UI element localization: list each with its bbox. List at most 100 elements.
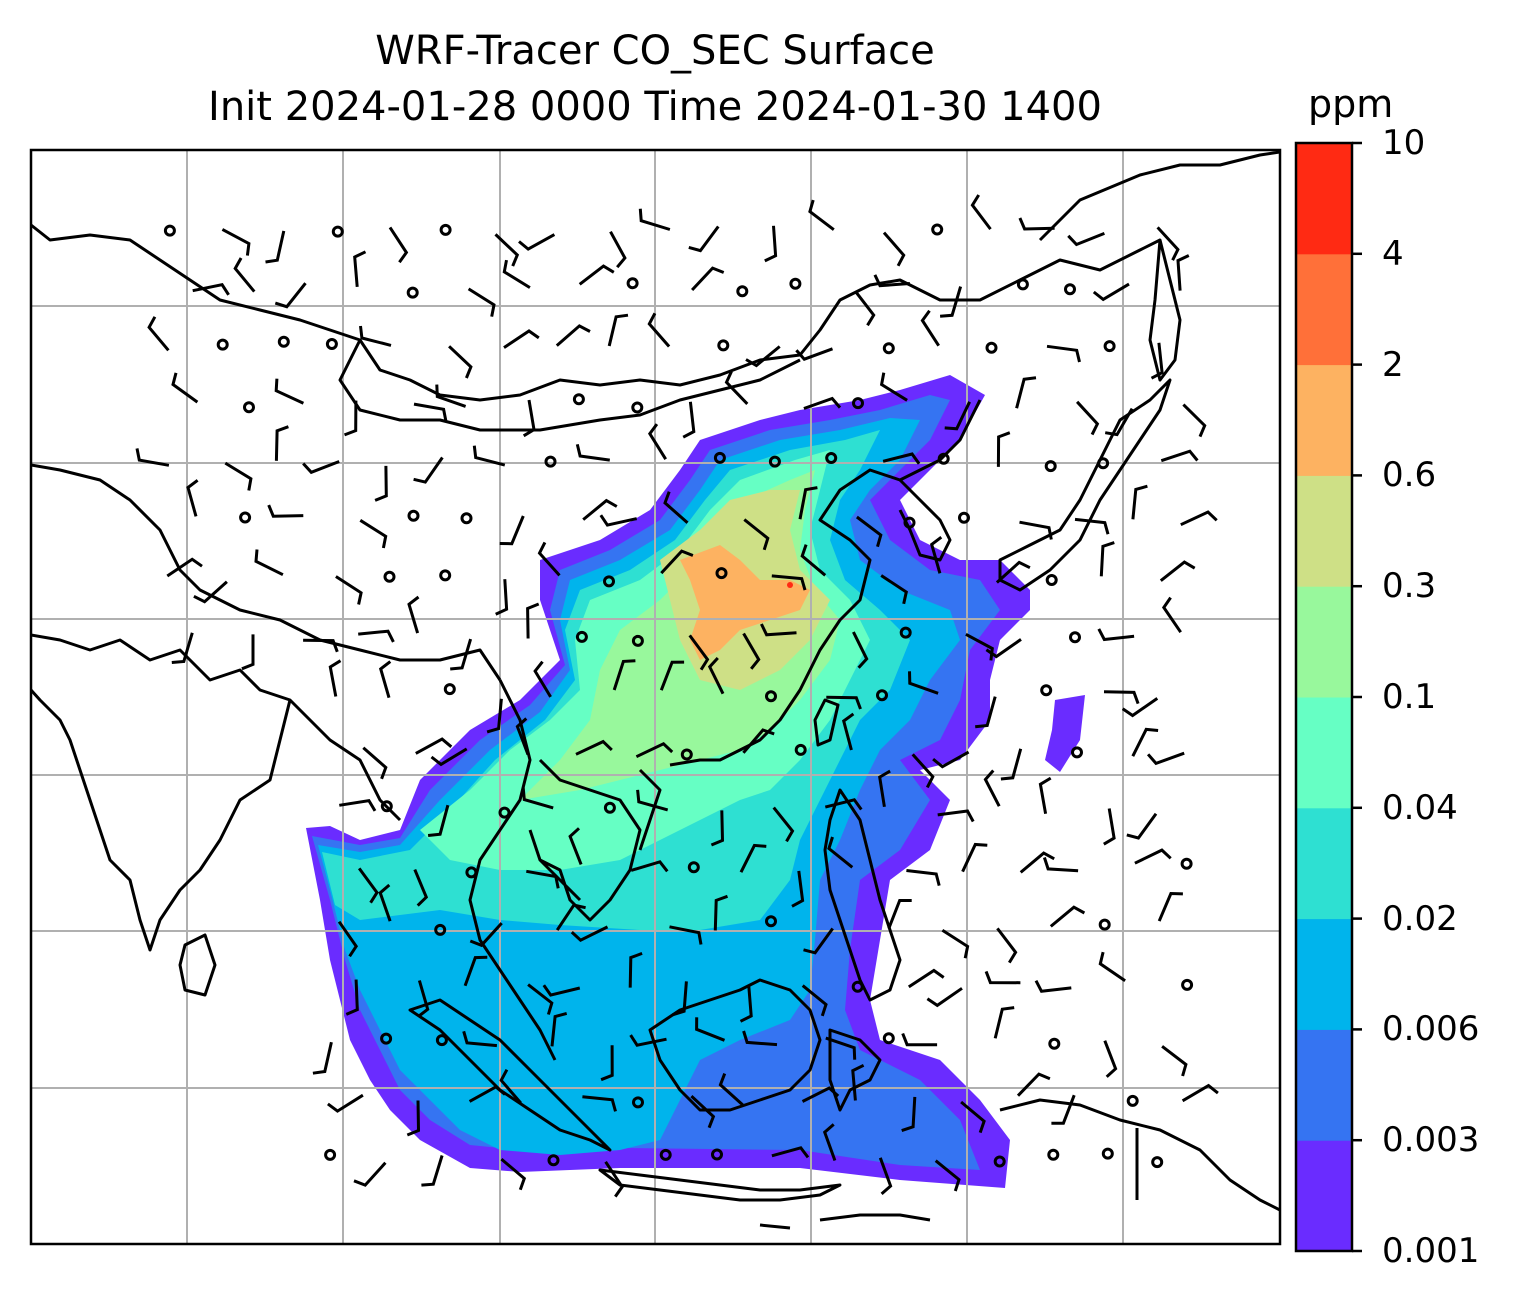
wind-barb	[882, 231, 906, 267]
calm-wind-circle	[765, 690, 777, 703]
wind-barb	[1097, 628, 1135, 642]
calm-wind-circle	[1064, 283, 1076, 296]
coastline-kuril	[1038, 150, 1280, 242]
coastline-taiwan	[813, 698, 840, 747]
calm-wind-circle	[547, 1154, 560, 1167]
wind-barb	[427, 804, 450, 837]
calm-wind-circle	[1044, 460, 1057, 473]
wind-barb	[526, 602, 540, 639]
wind-barb	[1181, 1083, 1219, 1103]
wind-barb	[647, 312, 671, 348]
wind-barb	[771, 574, 807, 591]
wind-barb	[267, 504, 304, 518]
wind-barb	[825, 1036, 857, 1060]
calm-wind-circle	[324, 1148, 337, 1161]
calm-wind-circle	[632, 1096, 644, 1109]
coastline-sakhalin	[1148, 238, 1182, 382]
coastline-sulawesi	[828, 1028, 882, 1112]
wind-barb	[803, 396, 842, 410]
wind-barb	[772, 806, 795, 843]
wind-barb	[171, 632, 194, 664]
wind-barb	[628, 951, 643, 988]
wind-barb	[193, 580, 228, 604]
calm-wind-circle	[1103, 340, 1116, 353]
wind-barb	[713, 894, 729, 931]
wind-barb	[1160, 449, 1199, 463]
wind-barb	[186, 479, 199, 517]
wind-barb	[575, 443, 611, 462]
wind-barb	[1161, 1045, 1188, 1077]
wind-barb	[1051, 1094, 1076, 1125]
wind-barb	[339, 798, 377, 812]
wind-barb	[359, 325, 392, 347]
wind-barb	[1182, 403, 1207, 438]
wind-barb	[147, 316, 170, 352]
wind-barb	[1103, 690, 1140, 705]
calm-wind-circle	[1045, 574, 1058, 586]
wind-barb	[362, 746, 388, 780]
wind-barb	[312, 1041, 333, 1075]
calm-wind-circle	[1126, 1094, 1139, 1107]
calm-wind-circle	[631, 401, 644, 414]
wind-barb	[1134, 848, 1172, 865]
wind-barb	[469, 922, 503, 948]
colorbar-segment	[1296, 697, 1352, 809]
wind-barb	[926, 987, 963, 1008]
wind-barb	[542, 984, 581, 997]
coastlines-and-borders	[31, 150, 1280, 1230]
wind-barb	[718, 1073, 744, 1107]
wind-barb	[1146, 751, 1185, 766]
wind-barb	[495, 579, 509, 616]
calm-wind-circle	[443, 683, 456, 696]
wind-barb	[612, 659, 636, 691]
map-title-line2: Init 2024-01-28 0000 Time 2024-01-30 140…	[208, 84, 1102, 130]
wind-barb	[575, 739, 613, 756]
wind-barb	[472, 445, 506, 467]
wind-barb	[929, 536, 943, 574]
calm-wind-circle	[243, 401, 255, 414]
calm-wind-circle	[1180, 857, 1193, 870]
coastline-philippines	[823, 788, 902, 1002]
wind-barb	[335, 575, 363, 605]
wind-barb	[502, 259, 531, 289]
colorbar-tick-label: 0.003	[1382, 1120, 1480, 1161]
wind-barb	[691, 266, 725, 292]
wind-barb	[975, 696, 997, 729]
wind-barb	[690, 1095, 716, 1129]
wind-barb	[739, 985, 753, 1023]
calm-wind-circle	[736, 285, 749, 298]
coastline-japan	[998, 378, 1172, 592]
wind-barb	[1156, 226, 1180, 261]
calm-wind-circle	[851, 980, 864, 993]
border-north	[31, 223, 1161, 402]
coastline-korea	[898, 478, 952, 562]
colorbar-tick-label: 0.006	[1382, 1009, 1480, 1050]
wind-barb	[669, 925, 703, 945]
wind-barb	[939, 286, 963, 318]
wind-barb	[468, 1085, 506, 1103]
wind-barb	[303, 638, 339, 653]
calm-wind-circle	[882, 342, 895, 355]
wind-barb	[274, 425, 289, 461]
wind-barb	[221, 228, 251, 256]
wind-barb	[996, 431, 1011, 467]
border-china-west	[31, 463, 502, 681]
calm-wind-circle	[903, 516, 916, 529]
wind-barb	[413, 869, 429, 907]
wind-barb	[1150, 342, 1164, 380]
wind-barb	[1092, 282, 1130, 302]
calm-wind-circle	[325, 338, 338, 350]
calm-wind-circle	[985, 341, 998, 354]
wind-barb	[882, 452, 921, 465]
wind-barb	[901, 1032, 938, 1047]
calm-wind-circle	[380, 1032, 393, 1045]
wind-barb	[499, 1068, 522, 1104]
wind-barb	[710, 810, 725, 847]
wind-barb	[265, 230, 286, 264]
wind-barbs	[135, 194, 1219, 1198]
colorbar	[1294, 141, 1362, 1253]
coastline-sumatra	[408, 998, 612, 1152]
wind-barb	[378, 883, 392, 922]
calm-wind-circle	[460, 512, 473, 525]
wind-barb	[359, 519, 388, 549]
